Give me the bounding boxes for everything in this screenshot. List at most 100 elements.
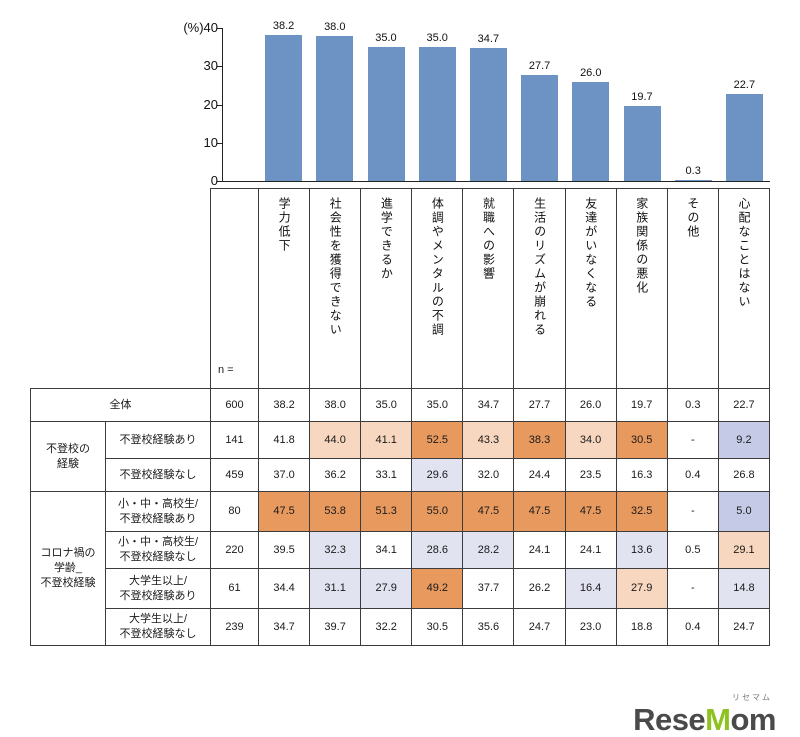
y-tick xyxy=(217,28,222,29)
header-spacer xyxy=(31,189,211,389)
value-cell: 28.2 xyxy=(462,531,515,569)
value-cell: 38.0 xyxy=(309,388,362,422)
column-header-text: 心配なことはない xyxy=(737,197,752,309)
value-cell: 5.0 xyxy=(717,491,771,532)
column-header-text: 体調やメンタルの不調 xyxy=(430,197,445,337)
row-sub-label: 大学生以上/ 不登校経験なし xyxy=(105,608,211,646)
column-header: 心配なことはない xyxy=(717,188,771,389)
logo-part1: Rese xyxy=(633,702,706,737)
value-cell: 35.6 xyxy=(462,608,515,646)
chart-plot-area: 38.2 38.0 35.0 35.0 34.7 27.7 26.0 19.7 0.3 22.7 xyxy=(222,20,770,181)
row-sub-label: 大学生以上/ 不登校経験あり xyxy=(105,568,211,609)
value-cell: 30.5 xyxy=(411,608,464,646)
value-cell: 49.2 xyxy=(411,568,464,609)
value-cell: 37.0 xyxy=(257,458,311,492)
y-tick xyxy=(217,104,222,106)
column-header-text: 社会性を獲得できない xyxy=(328,197,343,337)
bar-chart: (%)40 30 20 10 0 38.2 38.0 35.0 35.0 34.7 27.7 26.… xyxy=(0,0,800,188)
value-cell: 47.5 xyxy=(257,491,311,532)
column-header-text: その他 xyxy=(685,197,700,239)
value-cell: - xyxy=(666,421,719,459)
column-header: 生活のリズムが崩れる xyxy=(513,188,566,389)
row-sub-label: 不登校経験なし xyxy=(105,458,211,492)
table-row: コロナ禍の 学齢_ 不登校経験 小・中・高校生/ 不登校経験あり 80 47.5 53.… xyxy=(30,491,771,646)
value-cell: 31.1 xyxy=(309,568,362,609)
bar-value-label: 19.7 xyxy=(631,90,653,103)
n-value: 239 xyxy=(210,608,259,646)
column-header-text: 就職への影響 xyxy=(481,197,496,281)
value-cell: 24.1 xyxy=(564,531,617,569)
value-cell: 34.7 xyxy=(462,388,515,422)
table-row: 不登校の 経験 不登校経験あり 141 41.8 44.0 41.1 52.5 43.3 38.… xyxy=(30,421,771,492)
value-cell: 41.1 xyxy=(360,421,413,459)
value-cell: 32.2 xyxy=(360,608,413,646)
value-cell: 38.2 xyxy=(257,388,311,422)
y-tick-label: 10 xyxy=(203,134,218,150)
value-cell: 33.1 xyxy=(360,458,413,492)
table-row: 大学生以上/ 不登校経験あり 61 34.4 31.1 27.9 49.2 37.7 26.2… xyxy=(31,568,771,609)
y-tick-label: 0 xyxy=(210,173,218,188)
logo-part2: om xyxy=(730,702,777,737)
column-header-text: 生活のリズムが崩れる xyxy=(532,197,547,337)
bar xyxy=(418,47,456,181)
y-tick xyxy=(217,66,222,68)
row-sub-label: 不登校経験あり xyxy=(105,421,211,459)
value-cell: 39.5 xyxy=(257,531,311,569)
n-value: 141 xyxy=(210,421,259,459)
value-cell: 47.5 xyxy=(462,491,515,532)
value-cell: 34.0 xyxy=(564,421,617,459)
bar-value-label: 22.7 xyxy=(733,79,756,92)
value-cell: 24.1 xyxy=(513,531,566,569)
bar xyxy=(521,75,559,181)
logo-wordmark: ReseMom xyxy=(633,704,776,735)
n-value: 459 xyxy=(210,458,259,492)
value-cell: 0.4 xyxy=(666,608,719,646)
column-header-text: 家族関係の悪化 xyxy=(634,197,649,295)
value-cell: 24.7 xyxy=(513,608,566,646)
column-header: 体調やメンタルの不調 xyxy=(411,188,464,389)
column-header: その他 xyxy=(666,188,719,389)
row-label-total: 全体 xyxy=(30,388,211,422)
y-tick xyxy=(217,181,222,182)
value-cell: 0.5 xyxy=(666,531,719,569)
y-axis-line xyxy=(222,28,223,182)
value-cell: 29.1 xyxy=(717,531,771,569)
bar-value-label: 35.0 xyxy=(426,32,448,45)
value-cell: 55.0 xyxy=(411,491,464,532)
bar-value-label: 27.7 xyxy=(528,60,551,73)
value-cell: 14.8 xyxy=(717,568,771,609)
survey-table: n = 学力低下 社会性を獲得できない 進学できるか 体調やメンタルの不調 就職への影響 生… xyxy=(30,188,771,646)
value-cell: 24.4 xyxy=(513,458,566,492)
value-cell: 30.5 xyxy=(615,421,668,459)
bar xyxy=(572,81,610,181)
n-value: 80 xyxy=(210,491,259,532)
value-cell: 35.0 xyxy=(360,388,413,422)
bar xyxy=(674,179,712,181)
bar xyxy=(367,47,405,181)
value-cell: - xyxy=(666,491,719,532)
n-value: 61 xyxy=(210,568,259,609)
bar-value-label: 38.0 xyxy=(324,20,346,33)
value-cell: 22.7 xyxy=(717,388,771,422)
value-cell: 18.8 xyxy=(615,608,668,646)
value-cell: 52.5 xyxy=(411,421,464,459)
column-header-text: 友達がいなくなる xyxy=(583,197,598,309)
column-header: 学力低下 xyxy=(257,188,311,389)
table-row: 大学生以上/ 不登校経験なし 239 34.7 39.7 32.2 30.5 35.6 24.… xyxy=(31,608,771,646)
value-cell: 27.9 xyxy=(615,568,668,609)
row-sub-label: 小・中・高校生/ 不登校経験なし xyxy=(105,531,211,569)
value-cell: 24.7 xyxy=(717,608,771,646)
table-row: 不登校経験なし 459 37.0 36.2 33.1 29.6 32.0 24.4 23.5 16… xyxy=(31,458,771,492)
y-tick xyxy=(217,142,222,144)
value-cell: 23.0 xyxy=(564,608,617,646)
value-cell: 27.7 xyxy=(513,388,566,422)
column-header: 家族関係の悪化 xyxy=(615,188,668,389)
table-row: 全体 600 38.2 38.0 35.0 35.0 34.7 27.7 26.0 19.7 0.3… xyxy=(30,388,771,422)
y-tick-label: 20 xyxy=(203,96,218,112)
column-header: 友達がいなくなる xyxy=(564,188,617,389)
resemom-logo: リセマム ReseMom xyxy=(633,692,776,735)
value-cell: 34.7 xyxy=(257,608,311,646)
value-cell: 32.0 xyxy=(462,458,515,492)
value-cell: 26.0 xyxy=(564,388,617,422)
n-value: 220 xyxy=(210,531,259,569)
